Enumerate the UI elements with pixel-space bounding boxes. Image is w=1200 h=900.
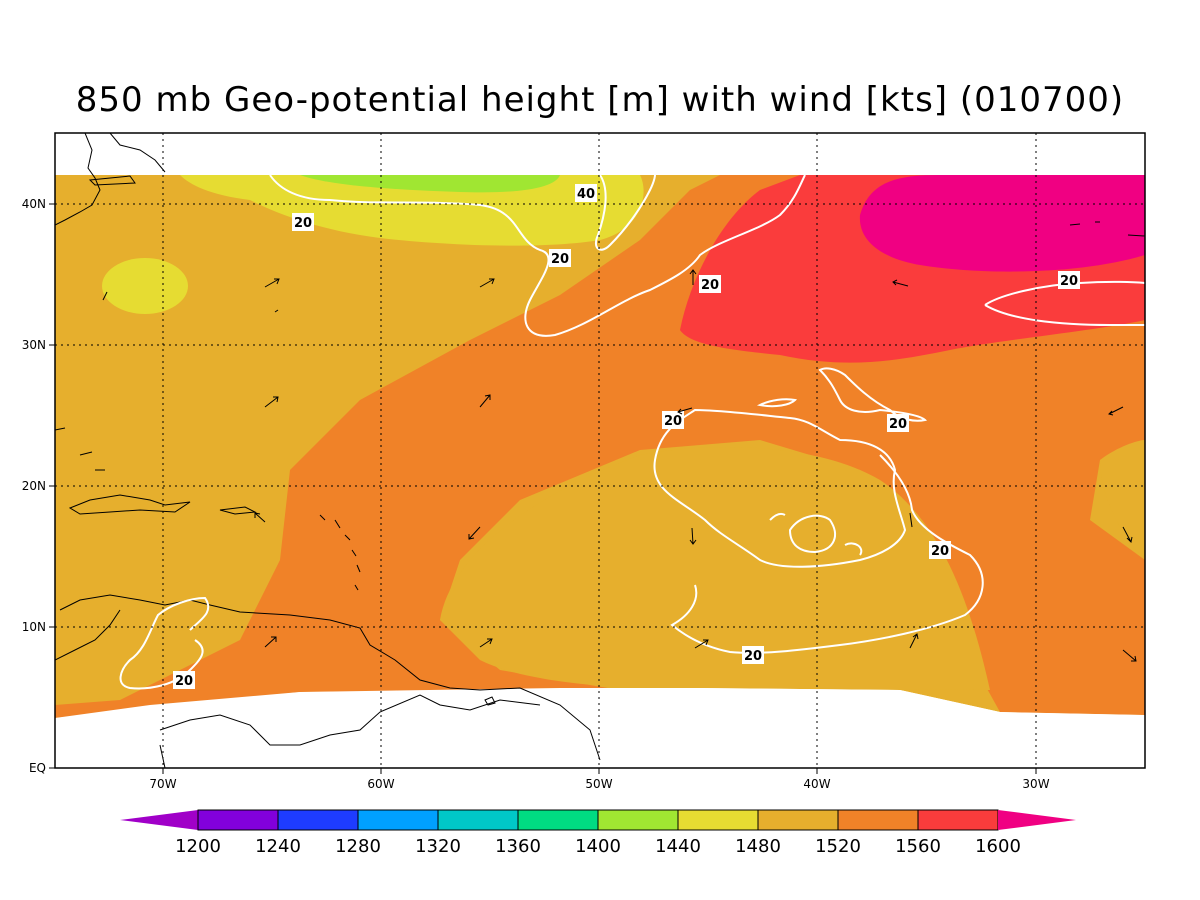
colorbar-segment <box>677 809 759 831</box>
height-field <box>55 175 1145 718</box>
colorbar-segment <box>597 809 679 831</box>
svg-text:20: 20 <box>664 414 682 429</box>
wind-arrow <box>479 394 491 408</box>
wind-arrow <box>468 526 481 540</box>
contour-label: 20 <box>1058 271 1080 289</box>
svg-text:20: 20 <box>889 417 907 432</box>
wind-arrow <box>264 278 280 288</box>
svg-text:20: 20 <box>931 544 949 559</box>
colorbar-segment <box>277 809 359 831</box>
latitude-labels: EQ 10N 20N 30N 40N <box>22 197 46 775</box>
fill-east-strip <box>1100 440 1145 560</box>
wind-arrow <box>479 638 493 648</box>
fill-1440-1480-west <box>102 258 188 314</box>
wind-arrow <box>264 636 277 648</box>
svg-text:20: 20 <box>551 252 569 267</box>
lon-tick-label: 40W <box>803 777 830 791</box>
fill-1400-1440-north <box>300 175 560 193</box>
lon-tick-label: 70W <box>149 777 176 791</box>
colorbar-level-label: 1200 <box>175 836 221 857</box>
map-title: 850 mb Geo-potential height [m] with win… <box>75 80 1125 120</box>
colorbar-segment <box>757 809 839 831</box>
wind-arrow <box>892 279 909 287</box>
no-data-region-north <box>55 133 1145 175</box>
colorbar-level-label: 1560 <box>895 836 941 857</box>
lon-tick-label: 60W <box>367 777 394 791</box>
coastlines <box>55 133 1145 768</box>
wind-arrow <box>689 269 697 285</box>
fill-above-1600 <box>859 175 1145 272</box>
lat-tick-label: 30N <box>22 338 46 352</box>
svg-text:20: 20 <box>175 674 193 689</box>
wind-arrow <box>1122 649 1137 662</box>
wind-vectors <box>102 269 1137 662</box>
lon-tick-label: 30W <box>1022 777 1049 791</box>
tick-marks <box>49 203 1037 774</box>
wind-arrow <box>689 527 697 545</box>
colorbar-segment <box>837 809 919 831</box>
wind-arrow <box>274 309 279 313</box>
colorbar-segment <box>437 809 519 831</box>
colorbar: 1200 1240 1280 1320 1360 1400 1440 1480 1520 1560… <box>120 809 1076 857</box>
colorbar-segment <box>917 809 999 831</box>
contour-label: 20 <box>699 275 721 293</box>
colorbar-level-label: 1600 <box>975 836 1021 857</box>
wind-arrow <box>1108 406 1124 416</box>
colorbar-level-label: 1320 <box>415 836 461 857</box>
svg-text:20: 20 <box>744 649 762 664</box>
contour-label: 20 <box>662 411 684 429</box>
svg-text:20: 20 <box>701 278 719 293</box>
svg-text:20: 20 <box>1060 274 1078 289</box>
lon-tick-label: 50W <box>585 777 612 791</box>
lat-tick-label: 40N <box>22 197 46 211</box>
contour-label: 20 <box>929 541 951 559</box>
colorbar-level-label: 1520 <box>815 836 861 857</box>
wind-arrow <box>102 291 108 301</box>
wind-arrow <box>909 633 919 649</box>
wind-arrow <box>1122 526 1133 544</box>
contour-label: 40 <box>575 184 597 202</box>
graticule <box>55 133 1145 768</box>
no-data-region <box>55 688 1145 768</box>
lat-tick-label: 10N <box>22 620 46 634</box>
contour-label: 20 <box>742 646 764 664</box>
contour-labels: 20 40 20 20 20 20 20 20 20 20 <box>173 184 1080 689</box>
longitude-labels: 70W 60W 50W 40W 30W <box>149 777 1049 791</box>
wind-arrow <box>254 512 266 523</box>
wind-arrow <box>694 639 709 649</box>
plot-frame <box>54 132 1146 769</box>
svg-text:20: 20 <box>294 216 312 231</box>
wind-arrow <box>479 278 495 288</box>
colorbar-level-label: 1280 <box>335 836 381 857</box>
lat-tick-label: EQ <box>29 761 46 775</box>
contour-label: 20 <box>887 414 909 432</box>
fill-1440-1480-north <box>180 175 644 246</box>
wind-arrow <box>677 407 693 415</box>
contour-label: 20 <box>549 249 571 267</box>
colorbar-lower-arrow <box>120 810 198 830</box>
fill-1480-1520-south <box>440 447 990 690</box>
colorbar-level-label: 1440 <box>655 836 701 857</box>
colorbar-segment <box>197 809 279 831</box>
colorbar-segment <box>517 809 599 831</box>
lat-tick-label: 20N <box>22 479 46 493</box>
wind-arrow <box>909 512 913 528</box>
colorbar-level-label: 1480 <box>735 836 781 857</box>
colorbar-segment <box>357 809 439 831</box>
svg-text:40: 40 <box>577 187 595 202</box>
colorbar-level-label: 1240 <box>255 836 301 857</box>
colorbar-level-label: 1360 <box>495 836 541 857</box>
wind-arrow <box>264 396 279 408</box>
colorbar-level-label: 1400 <box>575 836 621 857</box>
contour-label: 20 <box>292 213 314 231</box>
contour-label: 20 <box>173 671 195 689</box>
colorbar-upper-arrow <box>998 810 1076 830</box>
